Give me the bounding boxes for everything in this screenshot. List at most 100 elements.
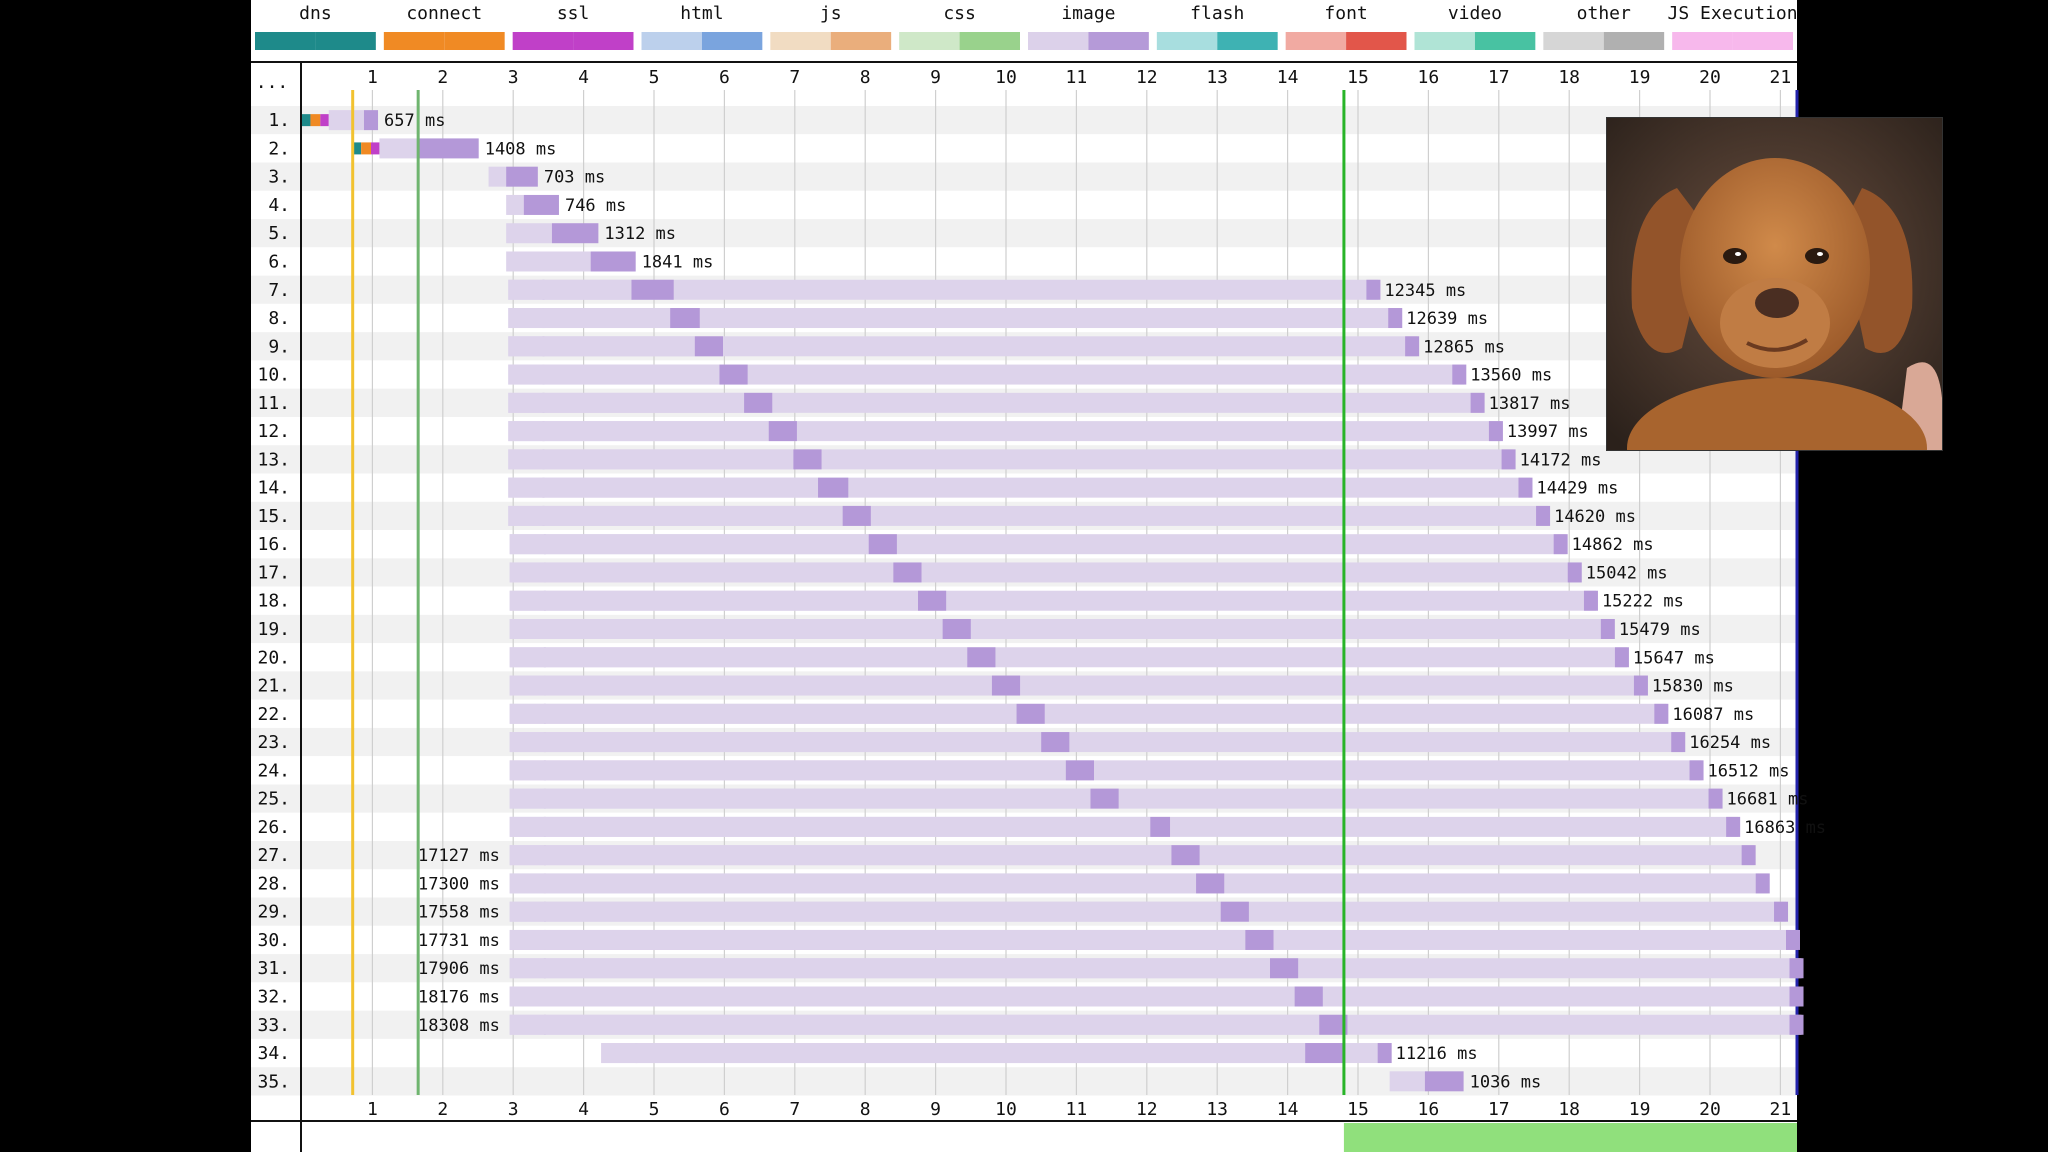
row-label: 25. — [257, 789, 290, 810]
legend-swatch-dark — [959, 32, 1020, 50]
tick-label: 17 — [1488, 67, 1510, 88]
request-row: 28. 17300 ms — [257, 873, 1770, 894]
row-stripe — [251, 134, 1797, 163]
tick-label: 8 — [860, 67, 871, 88]
row-label: 11. — [257, 393, 290, 414]
end-cap — [1689, 760, 1704, 781]
wait-bar — [379, 138, 419, 159]
legend-swatch-dark — [315, 32, 376, 50]
legend: dns connect ssl html js css image flash font vide… — [255, 3, 1798, 50]
wait-bar — [509, 901, 1221, 922]
tick-label: 18 — [1558, 67, 1580, 88]
duration-label: 15647 ms — [1633, 648, 1715, 668]
duration-label: 13560 ms — [1470, 366, 1552, 386]
tick-label: 2 — [437, 1099, 448, 1120]
duration-label: 13997 ms — [1507, 422, 1589, 442]
row-stripe — [251, 247, 1797, 276]
duration-label: 1312 ms — [604, 224, 676, 244]
row-label: 31. — [257, 958, 290, 979]
legend-label: flash — [1190, 3, 1244, 24]
wait-bar — [509, 986, 1295, 1007]
wait-bar — [509, 958, 1270, 979]
legend-swatch-dark — [1088, 32, 1149, 50]
wait-bar — [506, 251, 591, 272]
wait-bar — [509, 618, 943, 639]
wait-bar — [509, 590, 918, 611]
legend-swatch-dark — [1217, 32, 1278, 50]
tick-label: 20 — [1699, 67, 1721, 88]
row-label: 29. — [257, 902, 290, 923]
legend-swatch-light — [770, 32, 831, 50]
tick-label: 6 — [719, 1099, 730, 1120]
row-label: 34. — [257, 1043, 290, 1064]
duration-label: 1036 ms — [1470, 1072, 1542, 1092]
receive-bar — [363, 110, 379, 131]
request-row: 15. 14620 ms — [257, 506, 1635, 527]
legend-label: video — [1448, 3, 1502, 24]
row-label: 28. — [257, 873, 290, 894]
receive-bar — [1294, 986, 1323, 1007]
legend-item-image: image — [1028, 3, 1149, 50]
duration-label: 17300 ms — [418, 874, 500, 894]
wait-bar — [509, 873, 1197, 894]
tick-label: 8 — [860, 1099, 871, 1120]
legend-swatch-dark — [573, 32, 634, 50]
legend-item-video: video — [1414, 3, 1536, 50]
legend-swatch-light — [512, 32, 574, 50]
row-label: 9. — [268, 336, 290, 357]
row-label: 13. — [257, 449, 290, 470]
duration-label: 16087 ms — [1672, 705, 1754, 725]
duration-label: 657 ms — [384, 111, 445, 131]
end-cap — [1388, 308, 1403, 329]
row-stripe — [251, 219, 1797, 248]
receive-bar — [590, 251, 636, 272]
request-row: 2. 1408 ms — [268, 138, 556, 159]
tick-label: 4 — [578, 1099, 589, 1120]
duration-label: 16681 ms — [1727, 790, 1809, 810]
receive-bar — [1245, 929, 1274, 950]
tick-label: 19 — [1629, 67, 1651, 88]
receive-bar — [1150, 816, 1171, 837]
duration-label: 15479 ms — [1619, 620, 1701, 640]
legend-item-connect: connect — [383, 3, 505, 50]
connect-segment — [310, 114, 321, 127]
wait-bar — [488, 166, 507, 187]
tick-label: 11 — [1066, 1099, 1088, 1120]
end-cap — [1633, 675, 1648, 696]
legend-item-css: css — [899, 3, 1020, 50]
row-label: 2. — [268, 138, 290, 159]
duration-label: 16512 ms — [1708, 761, 1790, 781]
end-cap — [1708, 788, 1723, 809]
row-label: 33. — [257, 1015, 290, 1036]
duration-label: 13817 ms — [1489, 394, 1571, 414]
end-cap — [1567, 562, 1582, 583]
duration-label: 16863 ms — [1744, 818, 1826, 838]
row-label: 22. — [257, 704, 290, 725]
tick-label: 9 — [930, 67, 941, 88]
receive-bar — [1016, 703, 1045, 724]
request-row: 21. 15830 ms — [257, 675, 1734, 697]
row-stripe — [251, 190, 1797, 220]
request-row: 33. 18308 ms — [257, 1014, 1804, 1036]
end-cap — [1654, 703, 1669, 724]
tick-label: 16 — [1418, 1099, 1440, 1120]
duration-label: 703 ms — [544, 168, 605, 188]
request-row: 16. 14862 ms — [257, 534, 1654, 555]
wait-bar — [509, 1014, 1320, 1035]
tick-label: 1 — [367, 1099, 378, 1120]
duration-label: 12639 ms — [1406, 309, 1488, 329]
download-bar — [508, 336, 1418, 357]
tick-label: 1 — [367, 67, 378, 88]
connect-segment — [352, 142, 362, 155]
legend-label: html — [680, 3, 723, 24]
duration-label: 15830 ms — [1652, 677, 1734, 697]
row-label: 1. — [268, 110, 290, 131]
row-label: 19. — [257, 619, 290, 640]
request-row: 13. 14172 ms — [257, 449, 1601, 470]
request-row: 14. 14429 ms — [257, 477, 1618, 499]
legend-swatch-light — [1543, 32, 1604, 50]
duration-label: 14862 ms — [1572, 535, 1654, 555]
row-label: 12. — [257, 421, 290, 442]
duration-label: 1841 ms — [642, 252, 714, 272]
